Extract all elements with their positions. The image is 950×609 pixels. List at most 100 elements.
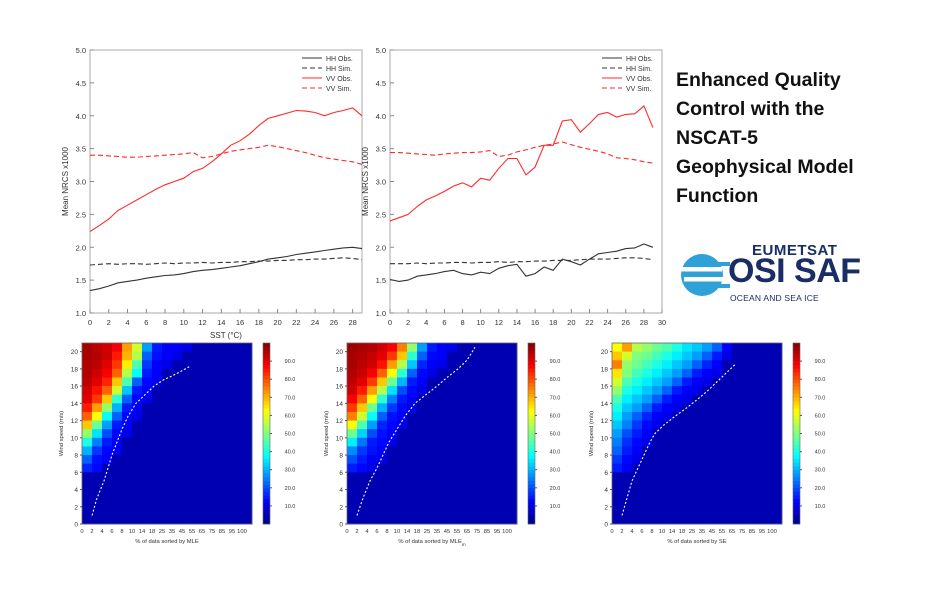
- heatmap-se-colorbar-segment: [793, 350, 800, 355]
- heatmap-se-cell: [772, 463, 783, 473]
- heatmap-se-cell: [672, 368, 683, 378]
- heatmap-se-cell: [752, 360, 763, 370]
- heatmap-mle-m-cell: [447, 386, 458, 396]
- heatmap-mle-colorbar-label-0: 10.0: [285, 504, 296, 510]
- heatmap-mle-m-cell: [357, 437, 368, 447]
- heatmap-se-colorbar-segment: [793, 379, 800, 384]
- heatmap-mle-cell: [202, 368, 213, 378]
- heatmap-mle-cell: [222, 446, 233, 456]
- heatmap-mle-m-cell: [357, 368, 368, 378]
- heatmap-se-ytick-label-8: 16: [601, 384, 609, 391]
- heatmap-se-cell: [762, 446, 773, 456]
- heatmap-se-cell: [642, 403, 653, 413]
- heatmap-mle-m-cell: [427, 437, 438, 447]
- heatmap-mle-ytick-label-10: 20: [71, 349, 79, 356]
- left-chart-ytick-label-3: 2.5: [76, 210, 86, 219]
- heatmap-se-cell: [752, 411, 763, 421]
- heatmap-se-cell: [762, 377, 773, 387]
- heatmap-mle-ytick-label-1: 2: [74, 504, 78, 511]
- heatmap-se-cell: [632, 377, 643, 387]
- heatmap-mle-m-cell: [447, 377, 458, 387]
- heatmap-mle-m-cell: [407, 360, 418, 370]
- heatmap-mle-m-cell: [447, 437, 458, 447]
- heatmap-se-cell: [772, 455, 783, 465]
- heatmap-mle-m-cell: [377, 386, 388, 396]
- heatmap-mle-cell: [212, 368, 223, 378]
- heatmap-mle-cell: [82, 368, 93, 378]
- heatmap-mle-m-cell: [467, 403, 478, 413]
- heatmap-se-cell: [622, 437, 633, 447]
- heatmap-mle-ytick-label-4: 8: [74, 453, 78, 460]
- heatmap-mle-m-cell: [397, 455, 408, 465]
- heatmap-se-xtick-label-11: 55: [719, 529, 725, 535]
- heatmap-mle-m-cell: [367, 360, 378, 370]
- heatmap-se-colorbar-segment: [793, 502, 800, 507]
- heatmap-mle-m-xtick-label-11: 55: [454, 529, 460, 535]
- heatmap-se-cell: [702, 343, 713, 353]
- heatmap-mle-m-ytick-label-0: 0: [339, 522, 343, 529]
- heatmap-mle-colorbar-label-7: 80.0: [285, 377, 296, 383]
- heatmap-mle-m-colorbar-segment: [528, 397, 535, 402]
- heatmap-mle-m-cell: [487, 472, 498, 525]
- heatmap-mle-cell: [242, 368, 253, 378]
- heatmap-mle-m-colorbar-segment: [528, 404, 535, 409]
- heatmap-mle-cell: [122, 455, 133, 465]
- logo-brand: EUMETSAT: [752, 242, 838, 259]
- heatmap-mle-m-cell: [417, 455, 428, 465]
- heatmap-se-cell: [692, 403, 703, 413]
- right-chart-series-vv-obs: [389, 104, 654, 222]
- heatmap-se-cell: [712, 463, 723, 473]
- heatmap-mle-m-cell: [347, 394, 358, 404]
- heatmap-mle-cell: [142, 446, 153, 456]
- heatmap-mle-cell: [182, 472, 193, 525]
- heatmap-mle-m-cell: [417, 472, 428, 525]
- right-chart-ytick-label-2: 2.0: [376, 243, 386, 252]
- heatmap-mle-cell: [232, 368, 243, 378]
- heatmap-se-cell: [622, 360, 633, 370]
- heatmap-mle-cell: [242, 446, 253, 456]
- heatmap-mle-cell: [152, 360, 163, 370]
- heatmap-mle-colorbar-segment: [263, 466, 270, 470]
- heatmap-mle-cell: [182, 368, 193, 378]
- heatmap-mle-ytick-label-8: 16: [71, 384, 79, 391]
- heatmap-mle-colorbar-segment: [263, 346, 270, 351]
- heatmap-se-colorbar-segment: [793, 455, 800, 460]
- heatmap-se-ytick-label-6: 12: [601, 418, 609, 425]
- heatmap-se-cell: [642, 411, 653, 421]
- heatmap-se-cell: [732, 463, 743, 473]
- heatmap-mle-cell: [142, 360, 153, 370]
- heatmap-mle-m-colorbar-segment: [528, 516, 535, 521]
- right-chart-ylabel: Mean NRCS x1000: [361, 146, 370, 215]
- heatmap-mle-m-cell: [447, 343, 458, 353]
- heatmap-mle-ytick-label-2: 4: [74, 487, 78, 494]
- heatmap-mle-xtick-label-1: 2: [90, 529, 93, 535]
- heatmap-mle-m-cell: [377, 429, 388, 439]
- heatmap-mle-m-cell: [477, 437, 488, 447]
- heatmap-se-colorbar-segment: [793, 382, 800, 387]
- heatmap-mle-m-xtick-label-3: 6: [375, 529, 378, 535]
- heatmap-se-xtick-label-13: 75: [739, 529, 745, 535]
- heatmap-mle-cell: [162, 420, 173, 430]
- heatmap-mle-cell: [212, 386, 223, 396]
- heatmap-mle-cell: [102, 386, 113, 396]
- heatmap-mle-m-cell: [507, 377, 518, 387]
- heatmap-se-cell: [742, 394, 753, 404]
- heatmap-se-cell: [772, 368, 783, 378]
- heatmap-se-cell: [762, 343, 773, 353]
- heatmap-mle-m-cell: [457, 386, 468, 396]
- heatmap-mle-cell: [172, 463, 183, 473]
- left-chart-xtick-label-10: 20: [273, 318, 281, 327]
- heatmap-mle-cell: [142, 437, 153, 447]
- heatmap-se-cell: [752, 472, 763, 525]
- heatmap-se-colorbar-segment: [793, 429, 800, 434]
- heatmap-mle-cell: [152, 377, 163, 387]
- heatmap-mle-m-cell: [357, 411, 368, 421]
- heatmap-se-cell: [662, 472, 673, 525]
- heatmap-mle-cell: [162, 455, 173, 465]
- heatmap-se-cell: [742, 351, 753, 361]
- heatmap-se-cell: [692, 472, 703, 525]
- heatmap-mle-cell: [152, 343, 163, 353]
- heatmap-mle-m-cell: [507, 351, 518, 361]
- heatmap-se-cell: [652, 429, 663, 439]
- heatmap-se-cell: [702, 360, 713, 370]
